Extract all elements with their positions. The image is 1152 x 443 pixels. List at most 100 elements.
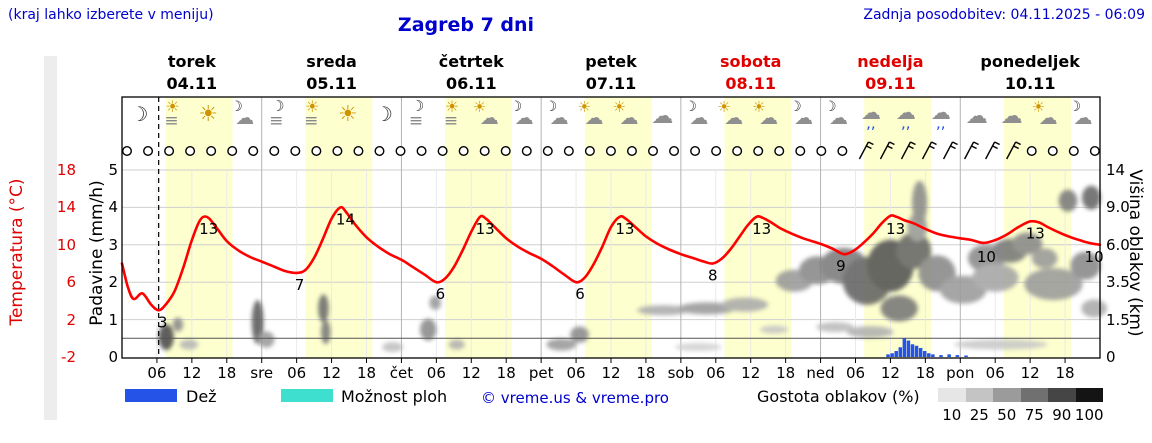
- x-axis-label: 18: [217, 364, 237, 382]
- moon-cloud-icon: ☽ ☁: [820, 100, 856, 136]
- cloud-blob: [382, 342, 404, 353]
- day-name-sobota: sobota: [720, 52, 782, 71]
- cloud-glyph: ☁: [794, 107, 814, 129]
- rain-bar: [890, 353, 894, 357]
- calm-wind-icon: [711, 145, 722, 156]
- rain-bar: [947, 354, 951, 357]
- cloud-blob: [570, 326, 589, 343]
- rain-icon: ☁ ‚‚: [890, 102, 926, 136]
- sun-glyph: ☀: [1031, 98, 1046, 116]
- cloud-axis-tick: 14: [1106, 161, 1126, 179]
- showers-legend-label: Možnost ploh: [341, 387, 448, 406]
- calm-wind-icon: [374, 145, 385, 156]
- calm-wind-icon: [353, 145, 364, 156]
- cloud-glyph: ☁: [1038, 107, 1058, 129]
- temp-value-label: 8: [708, 267, 718, 285]
- density-cell-50: [993, 388, 1021, 402]
- rain-bar: [922, 351, 927, 357]
- x-axis-label: 06: [706, 364, 726, 382]
- day-date: 07.11: [585, 74, 637, 93]
- calm-wind-icon: [774, 145, 785, 156]
- calm-wind-icon: [669, 145, 680, 156]
- density-cell-100: [1075, 388, 1103, 402]
- rain-bar: [918, 348, 923, 357]
- fog-moon-icon: ☽ ≡: [261, 99, 297, 136]
- x-axis-label: pon: [946, 364, 975, 382]
- sun-cloud-icon: ☀ ☁: [576, 100, 612, 136]
- x-axis-label: 18: [496, 364, 516, 382]
- cloud-blob: [172, 317, 184, 332]
- wind-barb-icon: [858, 141, 874, 160]
- cloud-glyph: ☁: [689, 107, 709, 129]
- x-axis-label: 12: [322, 364, 342, 382]
- cloud-blob: [911, 180, 928, 225]
- x-axis-label: 06: [147, 364, 167, 382]
- cloud-blob: [677, 302, 737, 315]
- rain-icon: ☁ ‚‚: [855, 102, 891, 136]
- x-axis-label: 12: [601, 364, 621, 382]
- raindrops-glyph: ‚‚: [935, 114, 946, 132]
- cloud-blob: [429, 295, 442, 310]
- cloud-icon: ☁: [995, 102, 1031, 136]
- calm-wind-icon: [416, 145, 427, 156]
- calm-wind-icon: [753, 145, 764, 156]
- temperature-curve: [120, 205, 1102, 312]
- cloud-glyph: ☁: [235, 107, 255, 129]
- rain-bar: [964, 355, 968, 357]
- temp-value-label: 14: [336, 210, 355, 228]
- cloud-blob: [637, 305, 690, 316]
- x-axis-label: 06: [566, 364, 586, 382]
- calm-wind-icon: [1047, 145, 1058, 156]
- rain-bar: [927, 353, 931, 357]
- moon-glyph: ☽: [410, 97, 425, 115]
- cloud-blob: [971, 263, 1019, 292]
- calm-wind-icon: [206, 145, 217, 156]
- calm-wind-icon: [500, 145, 511, 156]
- moon-glyph: ☽: [1068, 99, 1082, 115]
- daylight-band: [1003, 97, 1071, 358]
- density-cell-25: [965, 388, 993, 402]
- cloud-blob: [251, 300, 264, 345]
- fog-sun-icon: ☀ ≡: [436, 99, 472, 136]
- copyright-link[interactable]: © vreme.us & vreme.pro: [481, 389, 669, 407]
- cloud-glyph: ☁: [619, 107, 639, 129]
- cloud-blob: [318, 294, 329, 323]
- temp-value-label: 13: [886, 220, 905, 238]
- moon-cloud-icon: ☽ ☁: [785, 100, 821, 136]
- day-name-sreda: sreda: [306, 52, 357, 71]
- moon-icon: ☽: [366, 102, 402, 136]
- x-axis-label: 18: [915, 364, 935, 382]
- x-axis-label: 06: [985, 364, 1005, 382]
- x-axis-label: sre: [250, 364, 274, 382]
- cloud-blob: [1012, 232, 1043, 255]
- rain-bar: [939, 355, 943, 357]
- sun-glyph: ☀: [338, 102, 358, 127]
- density-tick-label: 75: [1024, 406, 1044, 424]
- day-name-četrtek: četrtek: [438, 52, 504, 71]
- precip-axis-tick: 2: [108, 273, 118, 292]
- rain-bar: [886, 354, 890, 357]
- cloud-glyph: ☁: [549, 107, 569, 129]
- cloud-blob: [420, 318, 437, 341]
- cloud-icon: ☁: [960, 102, 996, 136]
- x-axis-label: 12: [1020, 364, 1040, 382]
- day-name-nedelja: nedelja: [857, 52, 924, 71]
- sun-cloud-icon: ☀ ☁: [715, 100, 751, 136]
- x-axis-label: 18: [776, 364, 796, 382]
- temp-value-label: 13: [615, 220, 634, 238]
- cloud-blob: [896, 232, 932, 269]
- cloud-blob: [954, 339, 1048, 350]
- daylight-band: [584, 97, 652, 358]
- calm-wind-icon: [542, 145, 553, 156]
- temp-value-label: 13: [476, 220, 495, 238]
- calm-wind-icon: [795, 145, 806, 156]
- calm-wind-icon: [563, 145, 574, 156]
- calm-wind-icon: [521, 145, 532, 156]
- temp-value-label: 10: [1085, 248, 1104, 266]
- page-title: Zagreb 7 dni: [397, 14, 535, 36]
- moon-glyph: ☽: [544, 99, 558, 115]
- temp-value-label: 7: [295, 276, 305, 294]
- rain-bar: [894, 351, 898, 357]
- x-axis-label: 18: [636, 364, 656, 382]
